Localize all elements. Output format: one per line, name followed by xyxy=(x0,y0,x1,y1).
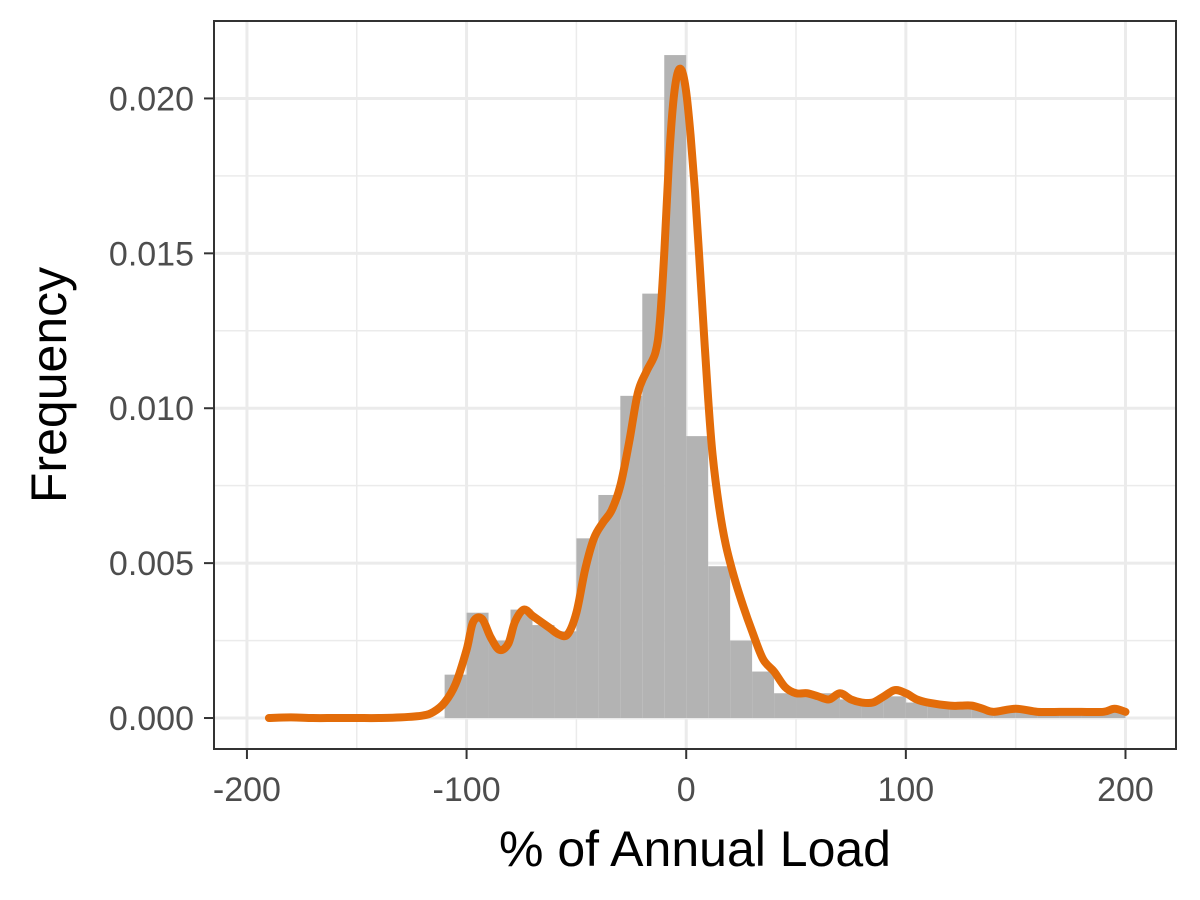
x-tick-label: 200 xyxy=(1097,771,1154,809)
histogram-bar xyxy=(532,625,555,719)
y-tick-label: 0.020 xyxy=(109,80,194,118)
x-axis-title: % of Annual Load xyxy=(499,821,891,877)
x-tick-label: -100 xyxy=(433,771,501,809)
y-tick-label: 0.005 xyxy=(109,545,194,583)
histogram-bar xyxy=(796,693,818,719)
y-tick-label: 0.000 xyxy=(109,700,194,738)
x-axis-ticks: -200 -100 0 100 200 xyxy=(213,749,1154,809)
plot-panel-border xyxy=(213,20,1177,750)
y-axis-ticks: 0.000 0.005 0.010 0.015 0.020 xyxy=(109,80,214,738)
y-tick-label: 0.010 xyxy=(109,390,194,428)
histogram-bar xyxy=(598,494,621,719)
histogram-bar xyxy=(686,436,709,719)
x-tick-label: -200 xyxy=(213,771,281,809)
y-axis-title: Frequency xyxy=(21,267,77,503)
density-line xyxy=(264,64,1130,723)
histogram-bar xyxy=(510,609,533,719)
histogram-bar xyxy=(752,671,775,719)
histogram-bar xyxy=(971,708,994,719)
histogram-bar xyxy=(708,566,731,719)
histogram-bar xyxy=(488,640,511,719)
histogram-bar xyxy=(642,293,665,719)
x-tick-label: 100 xyxy=(877,771,934,809)
histogram-bar xyxy=(883,696,906,719)
histogram-bar xyxy=(1103,711,1126,719)
histogram-bar xyxy=(905,702,928,719)
histogram-bar xyxy=(554,631,577,719)
histogram-bar xyxy=(444,674,467,719)
histogram-bar xyxy=(774,693,797,719)
x-tick-label: 0 xyxy=(677,771,696,809)
y-tick-label: 0.015 xyxy=(109,235,194,273)
histogram-bar xyxy=(730,640,753,719)
